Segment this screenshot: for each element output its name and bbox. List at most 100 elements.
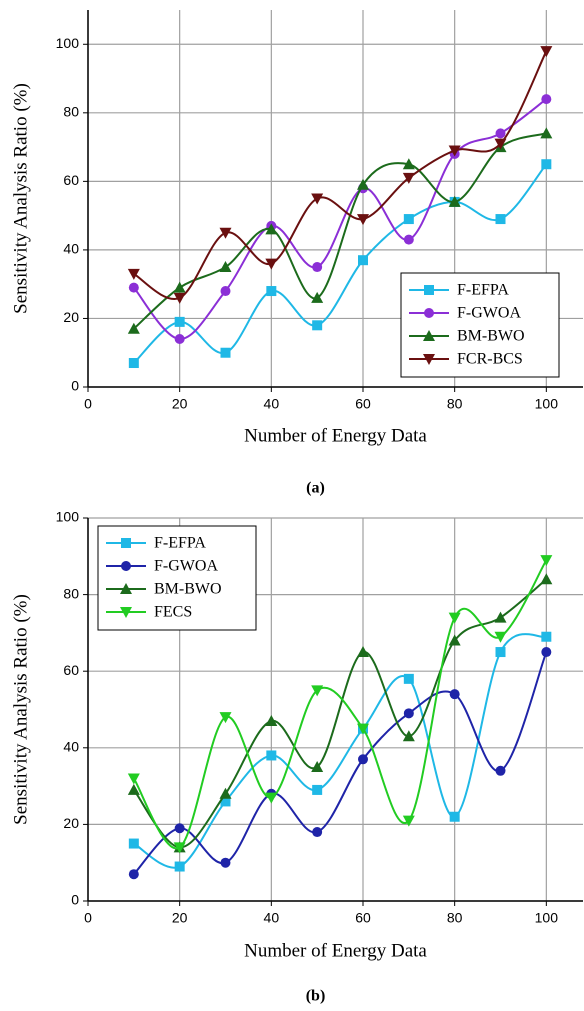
legend-label: BM-BWO: [457, 328, 525, 345]
marker: [312, 320, 323, 331]
marker: [128, 282, 139, 293]
marker: [266, 286, 277, 297]
legend-label: F-EFPA: [457, 282, 509, 299]
marker: [265, 792, 278, 804]
x-tick-label: 80: [447, 396, 463, 412]
marker: [220, 347, 231, 358]
marker: [311, 760, 324, 772]
series-line: [133, 132, 547, 330]
marker: [448, 195, 461, 207]
y-tick-label: 100: [56, 509, 80, 525]
y-axis-label: Sensitivity Analysis Ratio (%): [10, 83, 31, 314]
marker: [402, 172, 415, 184]
series-line: [133, 163, 548, 364]
marker: [494, 611, 507, 623]
marker: [127, 773, 140, 785]
marker: [540, 127, 553, 139]
y-tick-label: 60: [63, 172, 79, 188]
marker: [265, 714, 278, 726]
marker: [358, 255, 368, 266]
series-line: [133, 633, 547, 869]
marker: [357, 646, 369, 658]
marker: [541, 631, 552, 642]
marker: [424, 285, 434, 295]
marker: [127, 322, 140, 334]
marker: [174, 316, 185, 327]
marker: [403, 708, 414, 719]
x-tick-label: 40: [264, 396, 280, 412]
marker: [541, 647, 552, 658]
marker: [448, 145, 461, 157]
marker: [423, 330, 435, 341]
marker: [120, 583, 132, 594]
x-axis-label: Number of Energy Data: [244, 425, 427, 446]
marker: [402, 815, 415, 827]
y-tick-label: 0: [71, 892, 79, 908]
marker: [403, 673, 414, 684]
x-tick-label: 20: [172, 396, 188, 412]
y-tick-label: 80: [63, 104, 79, 120]
x-tick-label: 100: [535, 396, 559, 412]
marker: [403, 234, 414, 245]
marker: [540, 46, 553, 58]
marker: [449, 689, 460, 700]
x-tick-label: 100: [535, 910, 559, 926]
y-tick-label: 100: [56, 35, 80, 51]
marker: [494, 631, 507, 643]
marker: [312, 262, 323, 273]
legend-label: FECS: [154, 604, 192, 621]
x-tick-label: 0: [84, 910, 92, 926]
marker: [127, 268, 140, 280]
marker: [357, 214, 369, 226]
marker: [128, 869, 139, 880]
y-tick-label: 60: [63, 662, 79, 678]
series-line: [133, 50, 548, 300]
marker: [128, 358, 139, 369]
marker: [220, 286, 231, 297]
marker: [448, 634, 461, 646]
marker: [540, 573, 553, 585]
marker: [174, 823, 185, 834]
marker: [357, 723, 369, 735]
marker: [173, 842, 186, 854]
marker: [127, 783, 140, 795]
marker: [219, 712, 232, 724]
legend-label: F-GWOA: [457, 305, 521, 322]
marker: [173, 292, 186, 304]
marker: [449, 811, 460, 822]
marker: [265, 223, 278, 235]
legend-label: F-EFPA: [154, 535, 206, 552]
y-tick-label: 40: [63, 241, 79, 257]
marker: [219, 787, 232, 799]
marker: [311, 291, 324, 303]
marker: [311, 685, 324, 697]
marker: [220, 796, 231, 807]
marker: [358, 754, 368, 765]
legend-label: BM-BWO: [154, 581, 222, 598]
marker: [423, 354, 435, 365]
marker: [494, 138, 507, 150]
series-line: [133, 651, 548, 875]
marker: [121, 538, 131, 548]
marker: [357, 178, 369, 190]
x-tick-label: 80: [447, 910, 463, 926]
marker: [541, 94, 552, 105]
y-axis-label: Sensitivity Analysis Ratio (%): [10, 594, 31, 825]
marker: [174, 861, 185, 872]
series-line: [133, 98, 547, 341]
caption: (b): [306, 988, 326, 1005]
marker: [403, 214, 414, 225]
marker: [128, 838, 139, 849]
marker: [312, 827, 323, 838]
marker: [219, 227, 232, 239]
marker: [424, 308, 434, 318]
marker: [173, 281, 186, 293]
marker: [540, 555, 553, 567]
marker: [448, 612, 461, 624]
marker: [402, 730, 415, 742]
marker: [541, 159, 552, 170]
legend-label: F-GWOA: [154, 558, 218, 575]
marker: [120, 607, 132, 618]
x-tick-label: 0: [84, 396, 92, 412]
caption: (a): [306, 480, 325, 497]
